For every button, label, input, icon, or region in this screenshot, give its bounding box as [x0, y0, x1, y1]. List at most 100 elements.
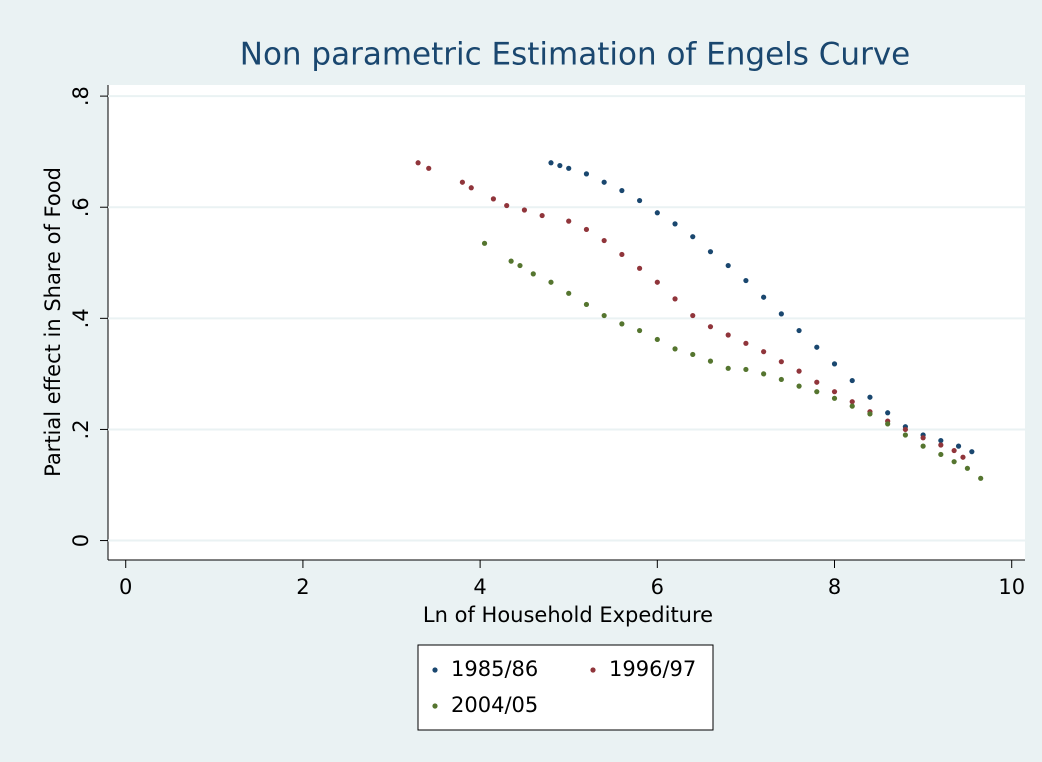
point: [601, 237, 607, 244]
point: [619, 321, 625, 327]
x-tick-label: 4: [473, 575, 486, 599]
y-tick-label: .4: [69, 308, 93, 328]
point: [902, 426, 908, 433]
point: [814, 379, 820, 385]
point: [557, 162, 563, 169]
point: [481, 240, 488, 246]
point: [831, 395, 838, 401]
point: [690, 234, 696, 240]
y-tick-label: .2: [69, 419, 93, 439]
point: [654, 336, 660, 343]
point: [636, 197, 643, 204]
point: [969, 449, 975, 455]
point: [490, 196, 497, 202]
point: [566, 218, 572, 224]
point: [761, 349, 767, 355]
point: [468, 185, 474, 191]
y-axis-title: Partial effect in Share of Food: [41, 167, 65, 477]
point: [539, 212, 545, 219]
legend-marker: [590, 667, 596, 673]
point: [867, 411, 873, 417]
point: [938, 451, 944, 458]
point: [426, 165, 432, 171]
point: [548, 160, 554, 166]
point: [601, 179, 607, 185]
point: [636, 265, 643, 271]
point: [530, 271, 536, 277]
point: [849, 403, 855, 409]
chart-title: Non parametric Estimation of Engels Curv…: [240, 37, 910, 73]
point: [778, 311, 784, 317]
point: [583, 226, 590, 233]
x-tick-label: 6: [651, 575, 664, 599]
point: [619, 187, 625, 194]
point: [778, 376, 784, 383]
point: [566, 165, 572, 171]
legend-marker: [432, 703, 438, 709]
point: [672, 296, 678, 302]
point: [619, 251, 625, 258]
point: [690, 351, 696, 358]
point: [583, 301, 590, 308]
point: [707, 324, 714, 330]
point: [761, 371, 767, 377]
point: [902, 432, 908, 438]
point: [690, 312, 696, 319]
point: [938, 437, 944, 444]
point: [849, 377, 855, 384]
point: [743, 340, 749, 346]
legend-marker: [432, 667, 438, 673]
y-tick-label: .8: [69, 86, 93, 106]
point: [885, 410, 891, 416]
point: [920, 443, 926, 449]
plot-area: [108, 85, 1025, 560]
point: [951, 459, 957, 465]
x-tick-label: 10: [998, 575, 1025, 599]
point: [566, 290, 572, 296]
point: [955, 443, 962, 449]
x-tick-label: 8: [828, 575, 841, 599]
point: [548, 279, 554, 285]
point: [960, 454, 966, 460]
point: [743, 277, 749, 284]
point: [415, 160, 421, 166]
point: [636, 327, 643, 334]
point: [725, 365, 731, 371]
point: [508, 258, 514, 264]
point: [743, 366, 749, 373]
point: [672, 221, 678, 227]
point: [725, 332, 731, 338]
point: [867, 394, 873, 400]
y-tick-label: .6: [69, 197, 93, 217]
point: [654, 279, 660, 285]
point: [814, 389, 820, 395]
point: [964, 465, 971, 471]
point: [920, 435, 926, 441]
point: [849, 399, 855, 405]
point: [521, 207, 528, 213]
legend-label: 2004/05: [451, 693, 538, 717]
point: [796, 383, 802, 389]
point: [831, 361, 838, 367]
point: [517, 262, 523, 269]
point: [725, 262, 731, 269]
point: [796, 368, 802, 374]
legend: [417, 644, 714, 731]
point: [459, 179, 465, 185]
point: [672, 346, 678, 352]
point: [831, 389, 838, 395]
point: [885, 421, 891, 427]
point: [504, 202, 510, 209]
point: [761, 294, 767, 300]
point: [601, 312, 607, 319]
point: [778, 359, 784, 365]
x-axis-title: Ln of Household Expediture: [423, 603, 713, 627]
legend-label: 1985/86: [451, 657, 538, 681]
y-tick-label: 0: [69, 534, 93, 547]
point: [796, 327, 802, 334]
point: [654, 210, 660, 216]
point: [707, 358, 714, 364]
x-tick-label: 2: [296, 575, 309, 599]
